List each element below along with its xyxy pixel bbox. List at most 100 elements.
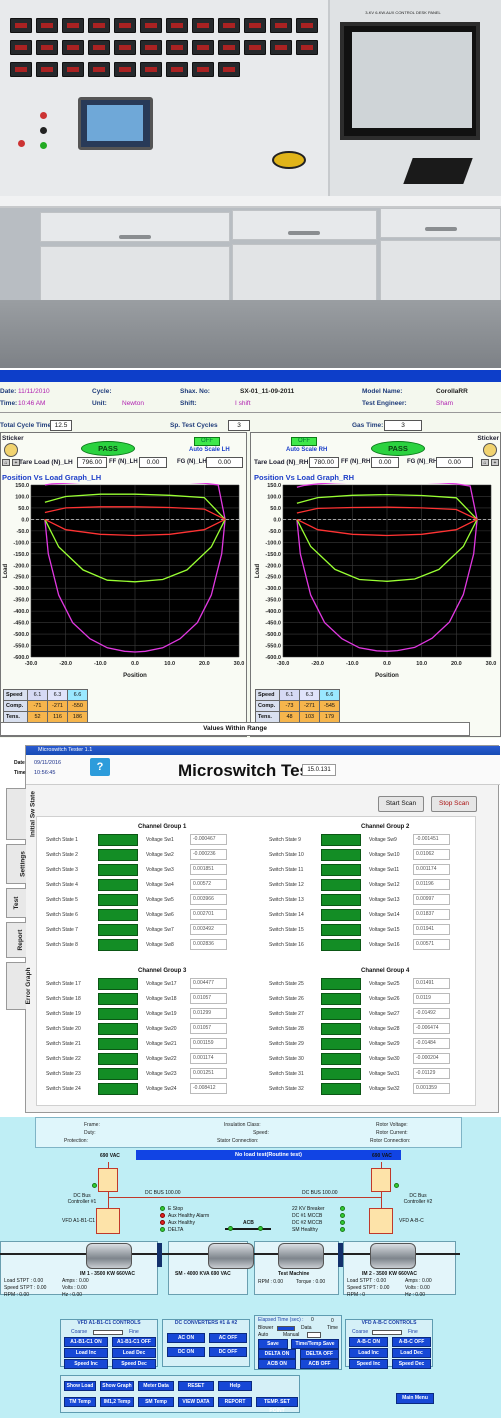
nav-button[interactable]: Help bbox=[218, 1381, 252, 1391]
tare-field[interactable]: 780.00 bbox=[309, 457, 339, 468]
help-icon[interactable]: ? bbox=[90, 758, 110, 776]
coarse-slider[interactable] bbox=[372, 1330, 402, 1335]
switch-state-indicator bbox=[321, 993, 361, 1005]
tare-field[interactable]: 796.00 bbox=[77, 457, 107, 468]
stop-scan-button[interactable]: Stop Scan bbox=[431, 796, 477, 812]
dc-off-button[interactable]: DC OFF bbox=[209, 1347, 247, 1357]
ff-field[interactable]: 0.00 bbox=[139, 457, 167, 468]
time-temp-save-button[interactable]: Time/Temp Save bbox=[291, 1339, 339, 1349]
vfd-off-button[interactable]: A1-B1-C1 OFF bbox=[112, 1337, 156, 1347]
data-field[interactable] bbox=[307, 1332, 321, 1338]
home-icon[interactable]: ⌂ bbox=[2, 459, 10, 466]
date-label: Date bbox=[14, 760, 25, 766]
autoscale-toggle[interactable]: OFF bbox=[291, 437, 317, 446]
load-inc-button[interactable]: Load Inc bbox=[349, 1348, 388, 1358]
sticker-icon bbox=[483, 443, 497, 457]
tab-label: Test bbox=[12, 896, 20, 910]
save-button[interactable]: Save bbox=[258, 1339, 288, 1349]
delta-off-button[interactable]: DELTA OFF bbox=[300, 1349, 339, 1359]
indicator-led bbox=[160, 1220, 165, 1225]
fg-field[interactable]: 0.00 bbox=[206, 457, 243, 468]
switch-state-label: Switch State 24 bbox=[46, 1086, 81, 1092]
speed-inc-button[interactable]: Speed Inc bbox=[349, 1359, 388, 1369]
plus-icon[interactable]: + bbox=[12, 459, 20, 466]
nav-button[interactable]: RESET bbox=[178, 1381, 214, 1391]
elapsed-time-value: 0 bbox=[311, 1317, 314, 1323]
start-scan-button[interactable]: Start Scan bbox=[378, 796, 424, 812]
delta-on-button[interactable]: DELTA ON bbox=[258, 1349, 296, 1359]
tab-test[interactable]: Test bbox=[6, 888, 26, 918]
y-tick-label: -300.0 bbox=[13, 586, 29, 592]
nav-button[interactable]: Show Graph bbox=[100, 1381, 134, 1391]
main-menu-button[interactable]: Main Menu bbox=[396, 1393, 434, 1404]
ff-field[interactable]: 0.00 bbox=[371, 457, 399, 468]
indicator-led bbox=[340, 1220, 345, 1225]
load-dec-button[interactable]: Load Dec bbox=[112, 1348, 156, 1358]
switch-state-indicator bbox=[98, 1083, 138, 1095]
tab-initial-sw-state[interactable]: Initial Sw State bbox=[6, 788, 36, 840]
voltage-label: Voltage Sw8 bbox=[146, 942, 174, 948]
rotor-connection-label: Rotor Connection: bbox=[370, 1138, 411, 1144]
drawer bbox=[40, 212, 230, 242]
switch-state-indicator bbox=[98, 1053, 138, 1065]
nav-button[interactable]: Meter Data bbox=[138, 1381, 174, 1391]
control-title: DC CONVERTERS #1 & #2 bbox=[174, 1320, 238, 1326]
tab-settings[interactable]: Settings bbox=[6, 844, 26, 884]
acb-on-button[interactable]: ACB ON bbox=[258, 1359, 296, 1369]
total-cycle-field[interactable]: 12.5 bbox=[50, 420, 72, 431]
dc-on-button[interactable]: DC ON bbox=[167, 1347, 205, 1357]
autoscale-toggle[interactable]: OFF bbox=[194, 437, 220, 446]
acb-off-button[interactable]: ACB OFF bbox=[300, 1359, 339, 1369]
y-tick-label: -600.0 bbox=[13, 655, 29, 661]
voltage-value: -0.000204 bbox=[413, 1053, 450, 1064]
machine-readout: RPM : 0.00 bbox=[258, 1279, 284, 1285]
nav-button[interactable]: Show Load bbox=[64, 1381, 96, 1391]
voltage-label: Voltage Sw32 bbox=[369, 1086, 400, 1092]
voltage-label: Voltage Sw2 bbox=[146, 852, 174, 858]
fg-field[interactable]: 0.00 bbox=[436, 457, 473, 468]
status-message: Values Within Range bbox=[0, 722, 470, 736]
panel-meter-icon bbox=[88, 18, 110, 33]
plus-icon[interactable]: + bbox=[491, 459, 499, 466]
gas-time-field[interactable]: 3 bbox=[384, 420, 422, 431]
tab-error-graph[interactable]: Error Graph bbox=[6, 962, 32, 1010]
switch-state-label: Switch State 19 bbox=[46, 1011, 81, 1017]
nav-button[interactable]: REPORT bbox=[218, 1397, 252, 1407]
switch-state-indicator bbox=[321, 864, 361, 876]
sp-cycles-field[interactable]: 3 bbox=[228, 420, 250, 431]
y-tick-label: -300.0 bbox=[265, 586, 281, 592]
drawer bbox=[380, 208, 501, 238]
voltage-value: 0.01941 bbox=[413, 924, 450, 935]
home-icon[interactable]: ⌂ bbox=[481, 459, 489, 466]
nav-button[interactable]: TEMP. SET POINT bbox=[256, 1397, 298, 1414]
tab-report[interactable]: Report bbox=[6, 922, 26, 958]
load-dec-button[interactable]: Load Dec bbox=[392, 1348, 431, 1358]
elapsed-time-label: Elapsed Time (sec) : bbox=[258, 1317, 304, 1323]
voltage-label: Voltage Sw28 bbox=[369, 1026, 400, 1032]
load-inc-button[interactable]: Load Inc bbox=[64, 1348, 108, 1358]
blower-toggle[interactable] bbox=[277, 1326, 295, 1331]
nav-button[interactable]: IM1,2 Temp bbox=[100, 1397, 134, 1407]
y-axis-label: Load bbox=[255, 564, 261, 579]
coarse-slider[interactable] bbox=[93, 1330, 123, 1335]
voltage-label: Voltage Sw21 bbox=[146, 1041, 177, 1047]
y-axis-label: Load bbox=[3, 564, 9, 579]
ac-off-button[interactable]: AC OFF bbox=[209, 1333, 247, 1343]
nav-button[interactable]: VIEW DATA bbox=[178, 1397, 214, 1407]
vfd-off-button[interactable]: A-B-C OFF bbox=[392, 1337, 431, 1347]
dc-converter-controls: DC CONVERTERS #1 & #2 AC ON AC OFF DC ON… bbox=[162, 1319, 250, 1367]
ac-on-button[interactable]: AC ON bbox=[167, 1333, 205, 1343]
unit-label: Unit: bbox=[92, 400, 107, 407]
speed-inc-button[interactable]: Speed Inc bbox=[64, 1359, 108, 1369]
nav-button[interactable]: SM Temp bbox=[138, 1397, 174, 1407]
y-tick-label: -100.0 bbox=[265, 540, 281, 546]
speed-dec-button[interactable]: Speed Dec bbox=[112, 1359, 156, 1369]
nav-button[interactable]: TM Temp bbox=[64, 1397, 96, 1407]
acb-led bbox=[258, 1226, 263, 1231]
speed-dec-button[interactable]: Speed Dec bbox=[392, 1359, 431, 1369]
table-cell: -550 bbox=[67, 700, 88, 712]
vfd-on-button[interactable]: A1-B1-C1 ON bbox=[64, 1337, 108, 1347]
table-cell: -73 bbox=[279, 700, 300, 712]
vfd-on-button[interactable]: A-B-C ON bbox=[349, 1337, 388, 1347]
